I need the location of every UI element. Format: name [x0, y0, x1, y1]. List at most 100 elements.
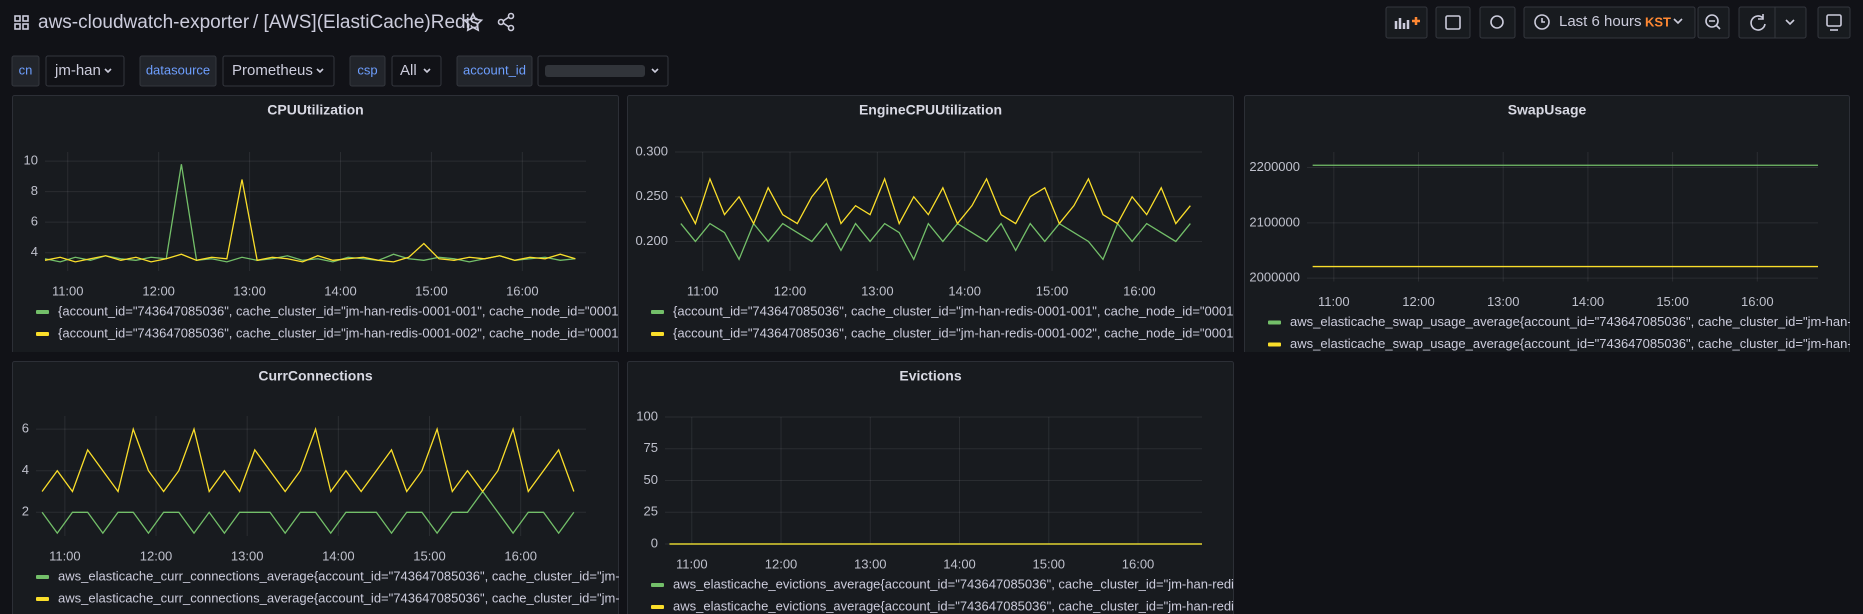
x-tick-label: 11:00: [1318, 294, 1350, 309]
blurred-value: [545, 65, 645, 77]
legend-label: aws_elasticache_swap_usage_average{accou…: [1290, 336, 1863, 351]
x-tick-label: 14:00: [324, 283, 357, 298]
x-tick-label: 12:00: [774, 283, 807, 298]
series-line: [680, 176, 1191, 226]
plus-icon: [1412, 17, 1420, 25]
legend-swatch: [651, 605, 664, 609]
add-panel-icon: [1394, 18, 1410, 29]
legend-label: {account_id="743647085036", cache_cluste…: [673, 303, 1272, 318]
share-icon[interactable]: [497, 12, 515, 32]
dashboard-folder[interactable]: aws-cloudwatch-exporter: [38, 12, 250, 33]
variable-label: csp: [357, 62, 377, 77]
x-tick-label: 13:00: [854, 556, 887, 571]
variable-value: Prometheus: [232, 62, 313, 79]
y-tick-label: 2100000: [1249, 214, 1300, 229]
timezone: KST: [1645, 14, 1671, 29]
time-range: Last 6 hours: [1559, 13, 1642, 30]
series-line: [41, 426, 575, 494]
panel-background: [12, 95, 619, 352]
x-tick-label: 13:00: [231, 548, 264, 563]
star-icon[interactable]: [462, 12, 484, 32]
panel-title: CPUUtilization: [267, 102, 363, 118]
series-line: [44, 179, 576, 263]
x-tick-label: 13:00: [1487, 294, 1520, 309]
refresh-button[interactable]: [1738, 6, 1807, 39]
refresh-icon: [1750, 14, 1766, 31]
legend-label: {account_id="743647085036", cache_cluste…: [58, 303, 657, 318]
legend-swatch: [1268, 320, 1281, 325]
legend-swatch: [651, 583, 664, 587]
chevron: [1785, 19, 1795, 26]
y-tick-label: 2200000: [1249, 159, 1300, 174]
x-tick-label: 12:00: [765, 556, 798, 571]
x-tick-label: 14:00: [1572, 294, 1605, 309]
legend-swatch: [36, 575, 49, 579]
variable-label-box: [456, 55, 533, 87]
legend-swatch: [36, 332, 49, 336]
y-tick-label: 0.250: [635, 188, 668, 203]
series-line: [41, 490, 575, 535]
y-tick-label: 4: [31, 244, 38, 259]
x-tick-label: 12:00: [1402, 294, 1435, 309]
dashboard-title[interactable]: / [AWS](ElastiCache)Redis: [253, 12, 479, 33]
chevron: [316, 68, 324, 74]
y-tick-label: 75: [644, 440, 658, 455]
save-button[interactable]: [1435, 6, 1471, 39]
grid-icon[interactable]: [14, 15, 29, 30]
panel-title: CurrConnections: [258, 368, 373, 384]
x-tick-label: 11:00: [687, 283, 719, 298]
variable-select[interactable]: [45, 55, 125, 87]
x-tick-label: 16:00: [1741, 294, 1774, 309]
zoom-out-button[interactable]: [1697, 6, 1730, 39]
panel: CPUUtilization 4 6 8 10 11:00 12:00 13:00 14:00 1…: [12, 95, 657, 352]
y-tick-label: 0.300: [635, 143, 668, 158]
panel-title: EngineCPUUtilization: [859, 102, 1002, 118]
variable-label: cn: [19, 62, 33, 77]
panel-title: SwapUsage: [1508, 102, 1587, 118]
variable-select[interactable]: [222, 55, 335, 87]
chevron: [423, 68, 431, 74]
variable-label: datasource: [146, 62, 210, 77]
settings-button[interactable]: [1479, 6, 1516, 39]
panel-background: [1244, 95, 1850, 352]
x-tick-label: 11:00: [52, 283, 84, 298]
panel-title: Evictions: [899, 368, 961, 384]
y-tick-label: 0: [651, 535, 658, 550]
y-tick-label: 6: [22, 421, 29, 436]
legend-label: aws_elasticache_curr_connections_average…: [58, 590, 651, 605]
y-tick-label: 50: [644, 472, 658, 487]
panel-background: [627, 361, 1234, 614]
y-tick-label: 25: [644, 504, 658, 519]
legend-label: aws_elasticache_swap_usage_average{accou…: [1290, 314, 1863, 329]
panel: EngineCPUUtilization 0.200 0.250 0.300 11:00…: [627, 95, 1272, 352]
legend-swatch: [36, 597, 49, 601]
variable-label: account_id: [463, 62, 526, 77]
legend-label: aws_elasticache_curr_connections_average…: [58, 568, 651, 583]
x-tick-label: 14:00: [322, 548, 355, 563]
variable-select[interactable]: [391, 55, 442, 87]
x-tick-label: 15:00: [1656, 294, 1689, 309]
add-panel-button[interactable]: [1385, 6, 1428, 39]
time-picker[interactable]: [1523, 6, 1696, 39]
variable-label-box: [139, 55, 217, 87]
y-tick-label: 6: [31, 214, 38, 229]
y-tick-label: 0.200: [635, 233, 668, 248]
series-line: [680, 222, 1191, 261]
y-tick-label: 2000000: [1249, 270, 1300, 285]
x-tick-label: 13:00: [861, 283, 894, 298]
x-tick-label: 11:00: [676, 556, 708, 571]
x-tick-label: 12:00: [142, 283, 175, 298]
x-tick-label: 15:00: [1036, 283, 1069, 298]
x-tick-label: 15:00: [1033, 556, 1066, 571]
legend-swatch: [651, 332, 664, 336]
legend-label: {account_id="743647085036", cache_cluste…: [58, 325, 657, 340]
variable-label-box: [349, 55, 386, 87]
tv-mode-button[interactable]: [1817, 6, 1851, 39]
tv-icon: [1826, 14, 1842, 27]
x-tick-label: 12:00: [140, 548, 173, 563]
x-tick-label: 14:00: [943, 556, 976, 571]
save-icon: [1445, 15, 1461, 30]
variable-label-box: [11, 55, 40, 87]
